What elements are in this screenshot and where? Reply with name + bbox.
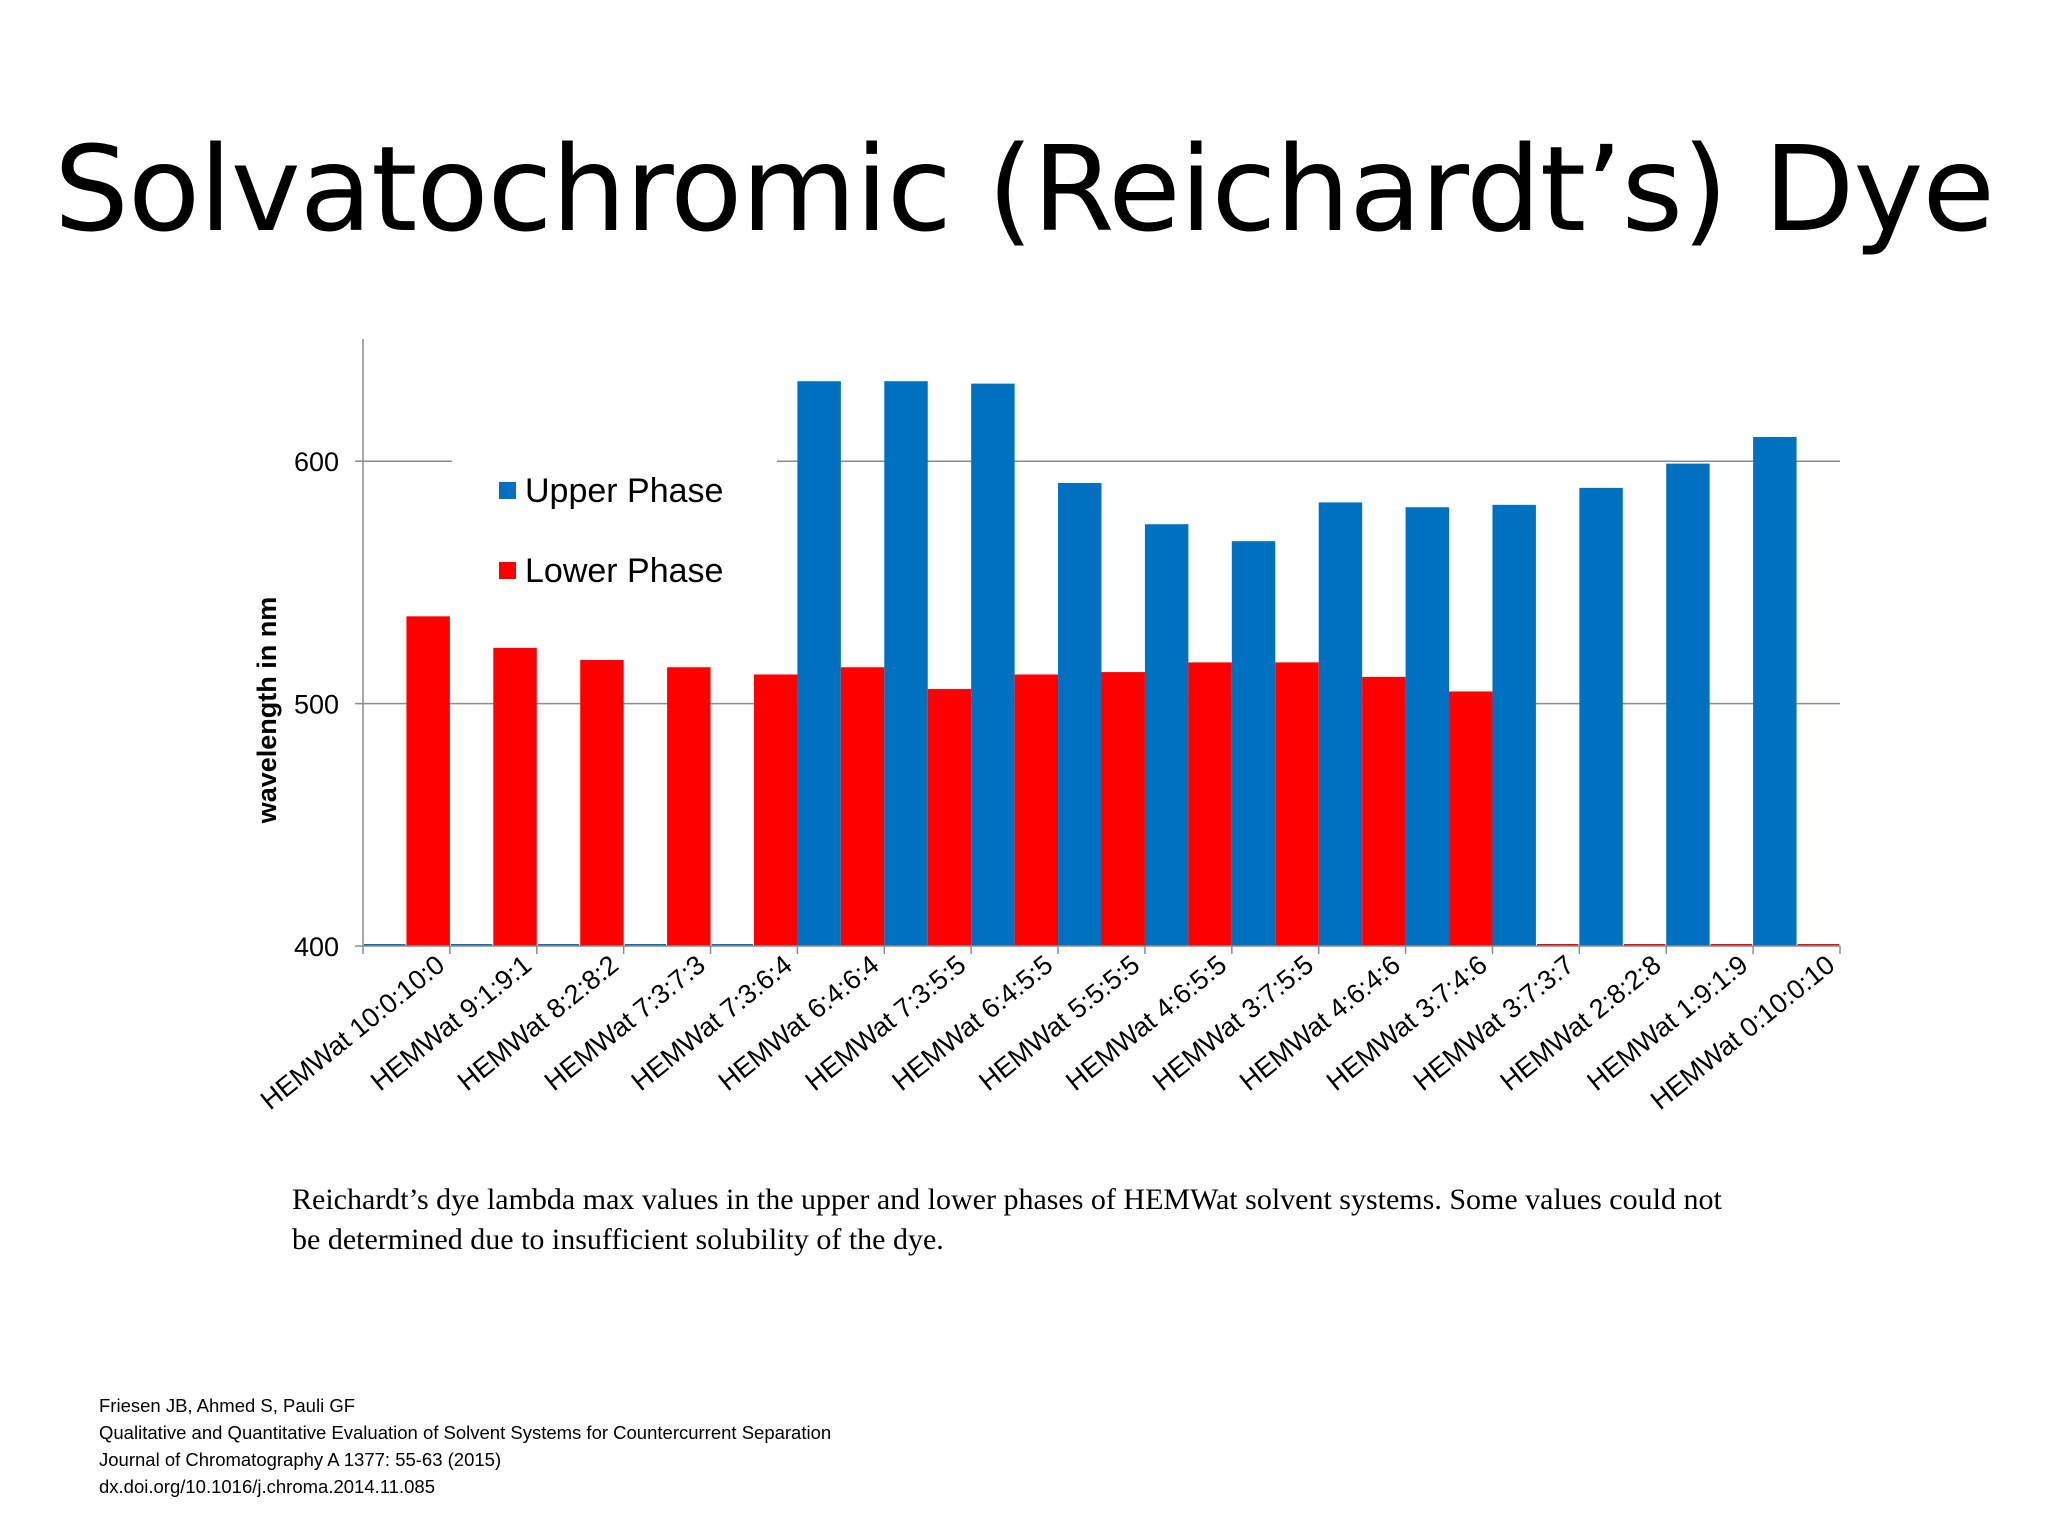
- bar-lower-phase: [667, 667, 711, 946]
- bar-upper-phase: [1579, 487, 1623, 946]
- legend-label: Lower Phase: [525, 552, 723, 590]
- bar-lower-phase: [1275, 662, 1319, 946]
- y-axis-label: wavelength in nm: [252, 597, 282, 825]
- x-tick-label: HEMWat 7:3:5:5: [799, 949, 971, 1096]
- bar-lower-phase: [1014, 674, 1059, 946]
- bar-upper-phase: [1058, 483, 1102, 946]
- x-tick-label: HEMWat 3:7:3:7: [1408, 949, 1580, 1096]
- bar-upper-phase: [1666, 463, 1710, 946]
- x-tick-label: HEMWat 7:3:6:4: [626, 949, 798, 1096]
- bar-upper-phase: [1753, 436, 1797, 946]
- bar-lower-phase: [840, 667, 885, 946]
- bar-upper-phase: [1144, 524, 1189, 946]
- legend-swatch: [499, 562, 516, 579]
- bar-upper-phase: [797, 381, 841, 946]
- citation-journal: Journal of Chromatography A 1377: 55-63 …: [99, 1449, 502, 1470]
- bar-upper-phase: [1231, 541, 1276, 946]
- y-tick-labels: 400 500 600: [294, 447, 339, 962]
- x-tick-label: HEMWat 6:4:6:4: [713, 949, 885, 1096]
- x-tick-label: HEMWat 4:6:5:5: [1060, 949, 1232, 1096]
- x-tick-label: HEMWat 4:6:4:6: [1234, 949, 1406, 1096]
- citation-doi: dx.doi.org/10.1016/j.chroma.2014.11.085: [99, 1476, 435, 1497]
- citation: Friesen JB, Ahmed S, Pauli GF Qualitativ…: [99, 1392, 831, 1500]
- bar-upper-phase: [1318, 502, 1363, 946]
- x-tick-label: HEMWat 7:3:7:3: [539, 949, 711, 1096]
- x-tick-label: HEMWat 3:7:4:6: [1321, 949, 1493, 1096]
- citation-authors: Friesen JB, Ahmed S, Pauli GF: [99, 1395, 356, 1416]
- x-tick-label: HEMWat 5:5:5:5: [973, 949, 1145, 1096]
- bar-upper-phase: [1492, 504, 1536, 946]
- y-tick-label: 500: [294, 690, 339, 720]
- legend: Upper Phase Lower Phase: [499, 472, 723, 590]
- citation-paper-title: Qualitative and Quantitative Evaluation …: [99, 1422, 832, 1443]
- slide-title: Solvatochromic (Reichardt’s) Dye: [54, 120, 1995, 258]
- bar-upper-phase: [971, 383, 1015, 947]
- legend-swatch: [499, 482, 516, 499]
- x-tick-label: HEMWat 6:4:5:5: [886, 949, 1058, 1096]
- bar-lower-phase: [1188, 662, 1232, 946]
- bars: [364, 381, 1839, 947]
- x-tick-label: HEMWat 3:7:5:5: [1147, 949, 1319, 1096]
- x-tick-label: HEMWat 8:2:8:2: [452, 949, 624, 1096]
- bar-lower-phase: [1101, 672, 1145, 946]
- y-tick-label: 400: [294, 932, 339, 962]
- bar-upper-phase: [884, 381, 928, 946]
- y-tick-label: 600: [294, 447, 339, 477]
- x-tick-label: HEMWat 9:1:9:1: [365, 949, 537, 1096]
- bar-lower-phase: [753, 674, 798, 946]
- bar-lower-phase: [580, 659, 624, 946]
- bar-lower-phase: [406, 616, 450, 946]
- bar-lower-phase: [1449, 691, 1493, 946]
- bar-lower-phase: [1362, 676, 1406, 946]
- legend-label: Upper Phase: [525, 472, 723, 510]
- bar-upper-phase: [1405, 507, 1450, 946]
- bar-lower-phase: [927, 689, 972, 946]
- figure-caption: Reichardt’s dye lambda max values in the…: [292, 1183, 1722, 1256]
- x-tick-label: HEMWat 2:8:2:8: [1495, 949, 1667, 1096]
- bar-lower-phase: [493, 647, 537, 946]
- axes: [355, 339, 1841, 954]
